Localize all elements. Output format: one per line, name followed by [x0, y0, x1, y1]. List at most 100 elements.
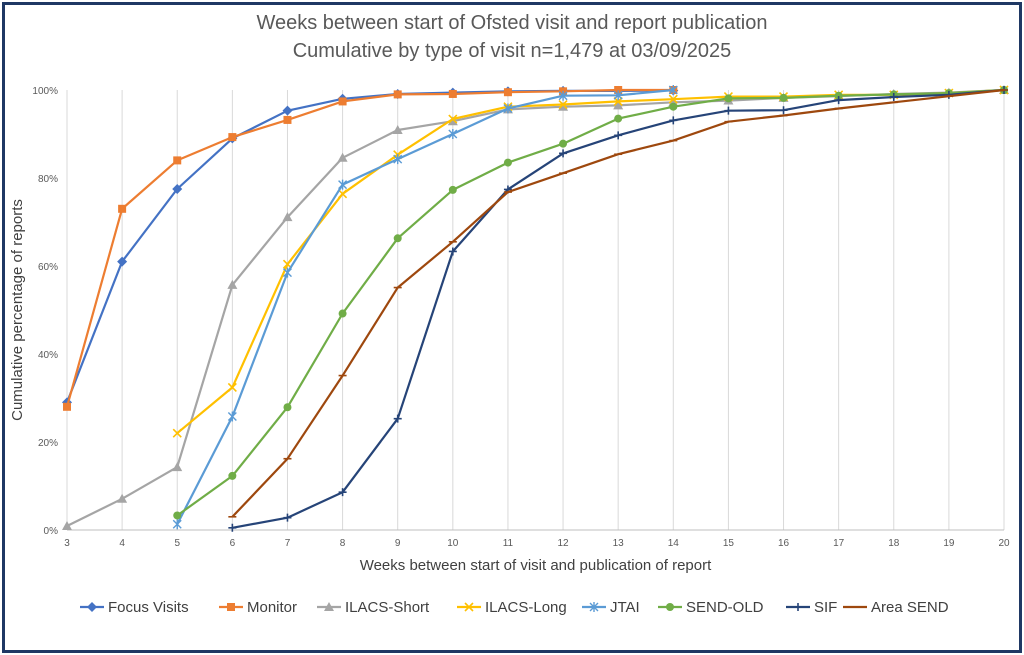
- data-point: [338, 309, 347, 318]
- data-point: [173, 511, 182, 520]
- data-point: [558, 101, 569, 111]
- x-tick-label: 16: [778, 538, 790, 549]
- data-point: [834, 96, 843, 105]
- data-point: [283, 403, 292, 412]
- data-point: [117, 256, 128, 267]
- x-tick-label: 12: [557, 538, 569, 549]
- data-point: [614, 131, 623, 140]
- y-tick-label: 80%: [38, 174, 58, 185]
- data-point: [668, 94, 678, 104]
- legend-item: ILACS-Short: [317, 599, 430, 616]
- data-point: [794, 603, 802, 611]
- legend-label: JTAI: [610, 599, 640, 616]
- series-ilacs-short: [62, 85, 1009, 531]
- data-point: [227, 382, 237, 393]
- data-point: [282, 105, 293, 116]
- legend-item: ILACS-Long: [457, 599, 567, 616]
- x-tick-label: 19: [943, 538, 955, 549]
- data-point: [558, 90, 568, 101]
- tick-labels: 3 4 5 6 7 8 9 10 11 12 13 14 15 16 17 18 19 20 0% 20% 40% 60%…: [32, 86, 1010, 549]
- data-point: [283, 115, 292, 124]
- data-point: [589, 602, 599, 612]
- data-point: [559, 139, 568, 148]
- data-point: [392, 125, 403, 135]
- legend-item: SEND-OLD: [658, 599, 764, 616]
- data-point: [448, 129, 458, 139]
- data-point: [338, 97, 347, 106]
- series-line: [65, 88, 674, 408]
- x-tick-label: 9: [395, 538, 401, 549]
- legend-item: Monitor: [219, 599, 297, 616]
- data-point: [503, 103, 513, 114]
- series-send-old: [173, 86, 1008, 520]
- legend-item: JTAI: [582, 599, 640, 616]
- x-tick-label: 11: [503, 538, 514, 549]
- data-point: [447, 116, 458, 126]
- data-point: [172, 184, 183, 194]
- data-point: [614, 86, 623, 94]
- data-point: [614, 114, 623, 123]
- chart-subtitle: Cumulative by type of visit n=1,479 at 0…: [292, 40, 732, 62]
- series-line: [176, 88, 1005, 517]
- data-point: [448, 89, 457, 98]
- data-point: [464, 602, 474, 612]
- data-point: [393, 234, 402, 243]
- data-point: [724, 94, 733, 103]
- data-point: [448, 247, 457, 256]
- legend-label: Monitor: [247, 599, 297, 616]
- data-point: [172, 428, 182, 438]
- x-tick-label: 6: [230, 538, 236, 549]
- y-axis-label: Cumulative percentage of reports: [9, 199, 26, 421]
- data-point: [724, 106, 733, 115]
- y-tick-label: 20%: [38, 438, 58, 449]
- data-point: [337, 152, 348, 162]
- data-point: [393, 154, 403, 165]
- data-point: [117, 493, 128, 503]
- data-point: [834, 91, 843, 100]
- data-point: [668, 85, 678, 95]
- data-point: [63, 402, 71, 411]
- legend-label: ILACS-Long: [485, 599, 567, 616]
- data-point: [666, 603, 674, 611]
- legend-label: SEND-OLD: [686, 599, 764, 616]
- x-tick-label: 13: [613, 538, 625, 549]
- series-line: [65, 89, 674, 403]
- data-point: [448, 114, 458, 124]
- x-tick-label: 10: [447, 538, 459, 549]
- data-point: [613, 90, 623, 101]
- series-line: [66, 88, 1005, 527]
- y-tick-label: 0%: [44, 526, 59, 537]
- data-point: [227, 603, 235, 611]
- x-tick-label: 4: [119, 538, 125, 549]
- data-point: [338, 179, 348, 190]
- x-tick-label: 17: [833, 538, 845, 549]
- series-lines: [62, 85, 1009, 532]
- data-point: [779, 93, 788, 102]
- x-tick-label: 8: [340, 538, 346, 549]
- data-point: [173, 156, 182, 165]
- data-point: [559, 149, 568, 158]
- legend-label: Area SEND: [871, 599, 949, 616]
- data-point: [613, 100, 624, 110]
- data-point: [779, 106, 788, 115]
- data-point: [669, 116, 678, 125]
- data-point: [87, 602, 97, 612]
- data-point: [669, 102, 678, 111]
- data-point: [324, 602, 334, 611]
- chart-title: Weeks between start of Ofsted visit and …: [256, 12, 768, 34]
- data-point: [227, 411, 237, 422]
- data-point: [889, 93, 898, 102]
- data-point: [227, 279, 238, 289]
- data-point: [172, 462, 183, 472]
- y-tick-label: 60%: [38, 262, 58, 273]
- x-tick-label: 7: [285, 538, 291, 549]
- data-point: [393, 90, 402, 99]
- data-point: [393, 414, 402, 423]
- data-point: [338, 488, 347, 497]
- data-point: [558, 99, 568, 110]
- data-point: [283, 513, 292, 522]
- y-tick-label: 40%: [38, 350, 58, 361]
- legend-item: Area SEND: [843, 599, 949, 616]
- series-line: [176, 88, 674, 525]
